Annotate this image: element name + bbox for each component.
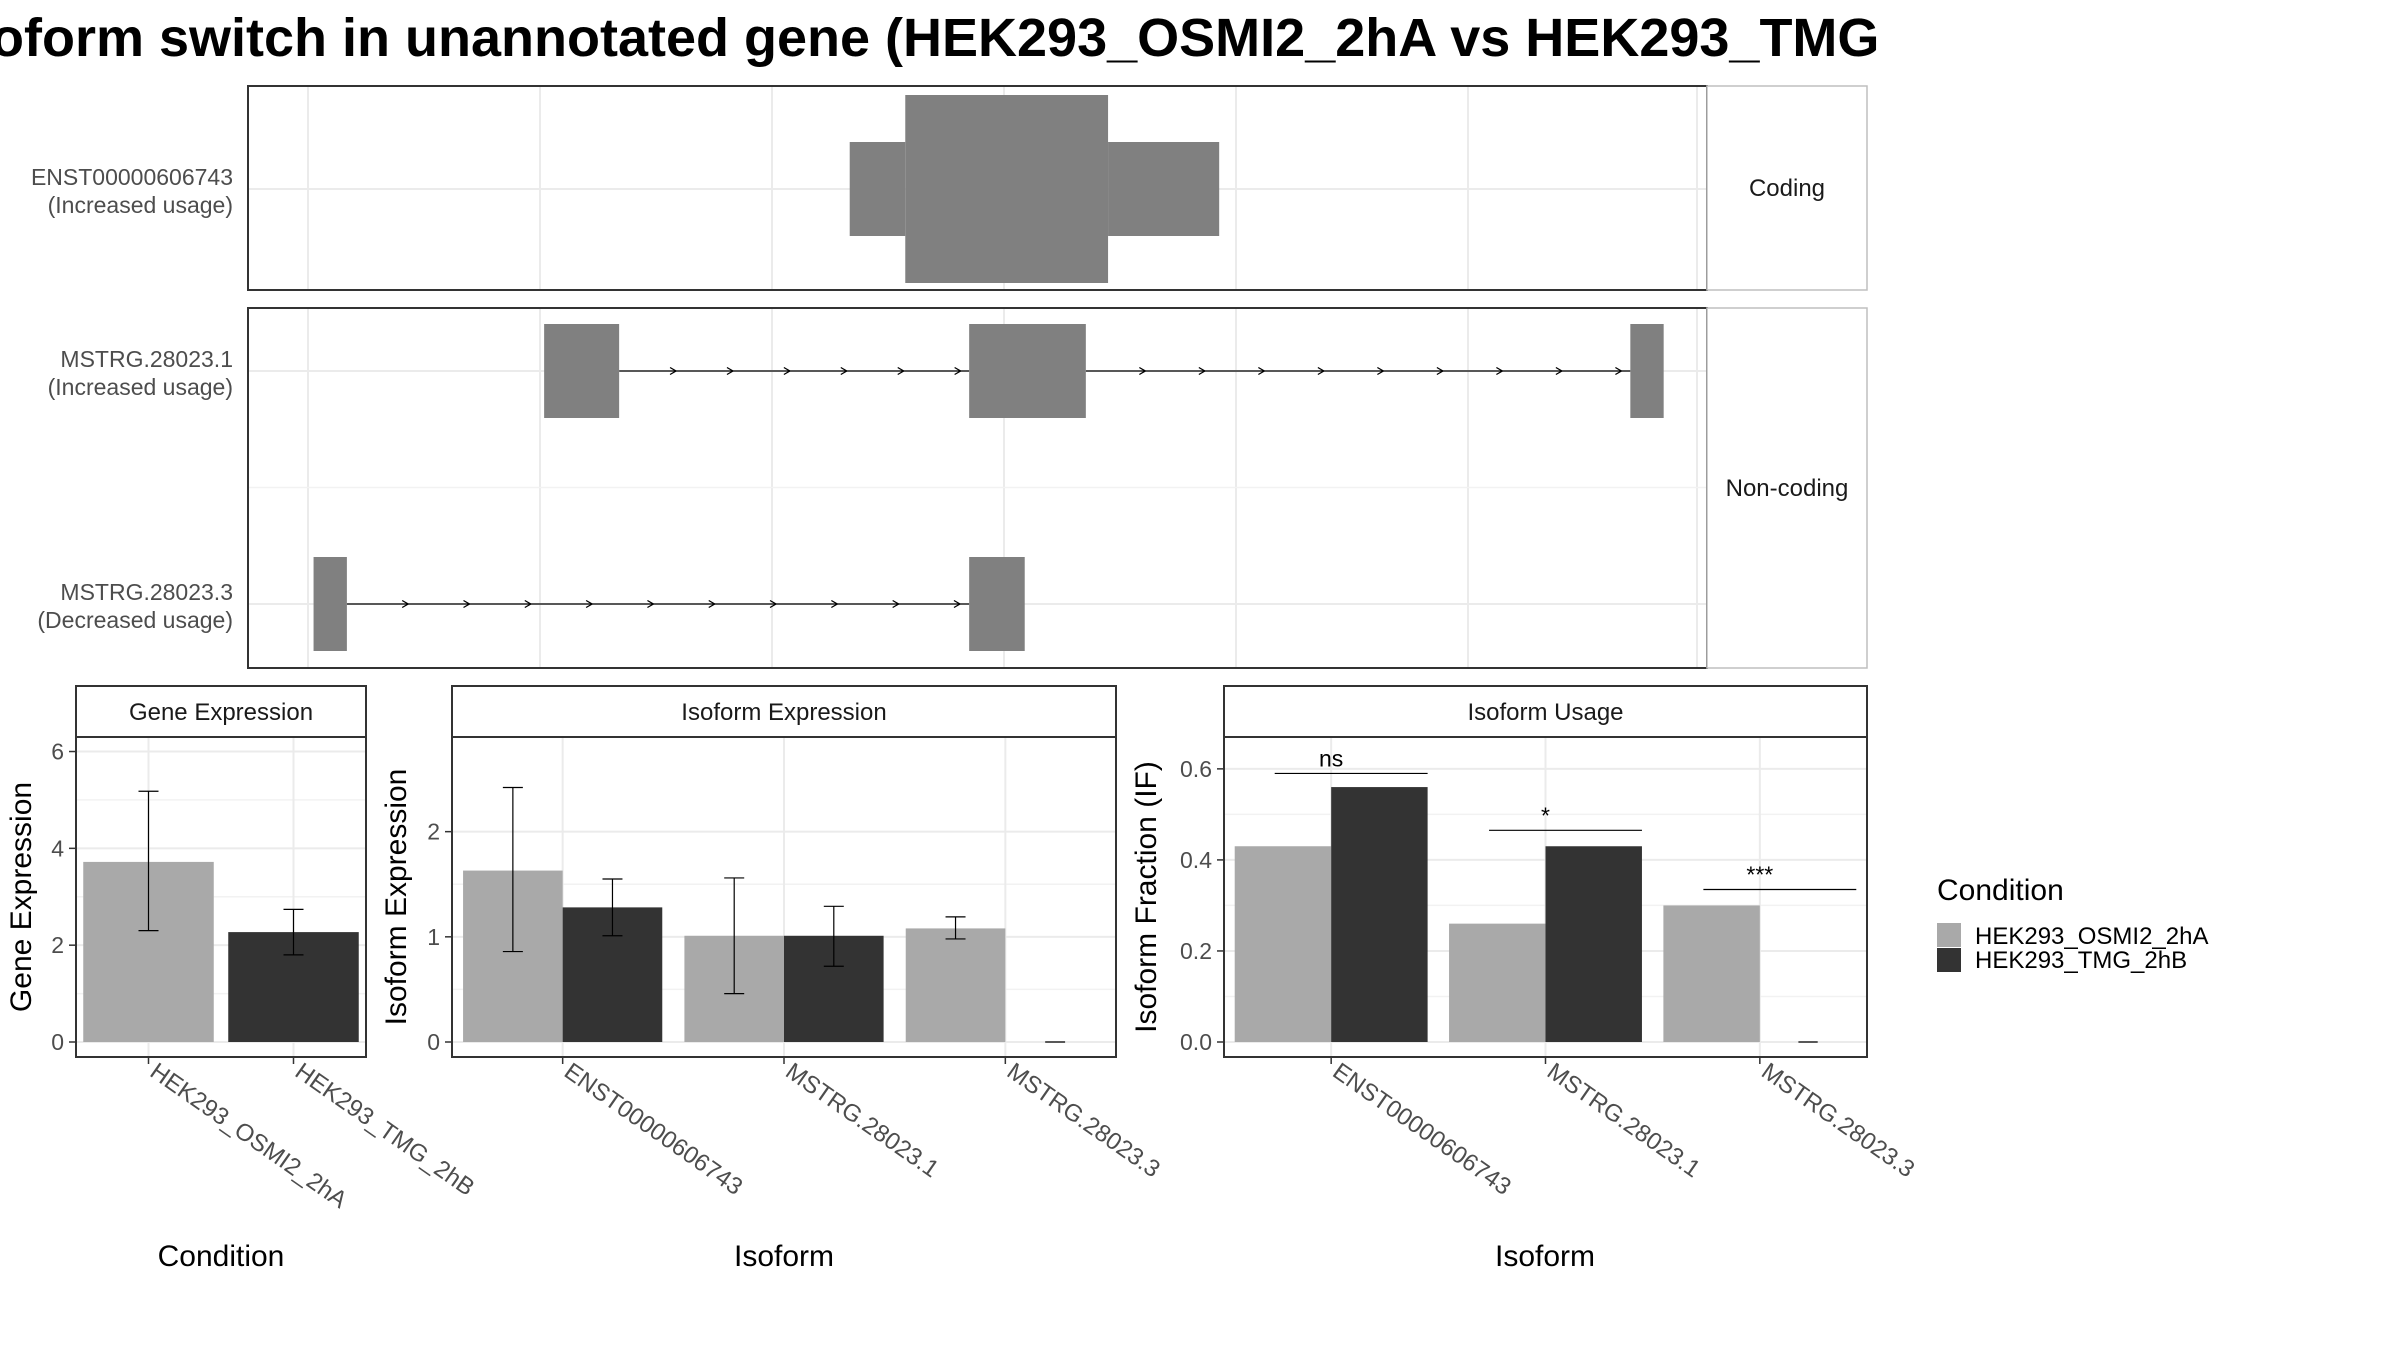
intron-arrow [647, 599, 655, 609]
intron-arrow [401, 599, 410, 609]
legend-key-tmg [1937, 948, 1961, 972]
intron-arrow [1198, 366, 1207, 376]
intron-arrow [769, 599, 778, 609]
intron-arrow [1317, 366, 1326, 376]
strip-label: Gene Expression [129, 699, 313, 726]
structure-panel-non-coding: MSTRG.28023.1(Increased usage)MSTRG.2802… [37, 307, 1868, 669]
strip-label: Non-coding [1726, 475, 1849, 502]
utr-block [1108, 142, 1220, 236]
legend: Condition HEK293_OSMI2_2hA HEK293_TMG_2h… [1937, 874, 2208, 974]
x-tick-label: MSTRG.28023.3 [1756, 1058, 1919, 1183]
intron-arrow [1555, 366, 1564, 376]
y-tick-label: 4 [51, 835, 64, 861]
utr-block [849, 142, 906, 236]
bar-panel-gene-expression: Gene Expression0246HEK293_OSMI2_2hAHEK29… [5, 685, 479, 1273]
intron-arrow [954, 366, 962, 376]
plot-title: oform switch in unannotated gene (HEK293… [0, 8, 1879, 68]
x-tick-label: MSTRG.28023.3 [1002, 1058, 1165, 1183]
isoform-usage-label: (Increased usage) [48, 192, 233, 218]
y-tick-label: 2 [427, 819, 440, 845]
exon-block [544, 324, 620, 418]
isoform-id-label: ENST00000606743 [31, 164, 233, 190]
bar-panel-isoform-usage: ns****Isoform Usage0.00.20.40.6ENST00000… [1130, 685, 1919, 1273]
intron-arrow [669, 366, 678, 376]
bar [1449, 923, 1546, 1042]
intron-arrow [831, 599, 839, 609]
intron-arrow [463, 599, 471, 609]
bar [1234, 846, 1332, 1042]
bar [1331, 787, 1428, 1042]
x-tick-label: MSTRG.28023.1 [781, 1058, 944, 1183]
isoform-id-label: MSTRG.28023.1 [60, 346, 233, 372]
x-tick-label: ENST00000606743 [1328, 1058, 1516, 1201]
significance-label: * [1541, 802, 1550, 828]
strip-label: Isoform Expression [681, 699, 886, 726]
y-axis-title: Gene Expression [5, 782, 38, 1012]
cds-block [905, 95, 1109, 283]
strip-background [1706, 307, 1868, 669]
intron-arrow [892, 599, 900, 609]
intron-arrow [1496, 366, 1504, 376]
legend-label-osmi: HEK293_OSMI2_2hA [1975, 923, 2208, 950]
bar [1663, 905, 1760, 1042]
strip-background [1706, 85, 1868, 291]
strip-label: Coding [1749, 175, 1825, 202]
x-tick-label: ENST00000606743 [559, 1058, 747, 1201]
significance-label: ns [1319, 745, 1343, 771]
structure-panel-coding: ENST00000606743(Increased usage) Coding [31, 85, 1868, 291]
exon-block [313, 557, 347, 651]
y-axis-title: Isoform Expression [380, 769, 413, 1026]
y-tick-label: 2 [51, 932, 64, 958]
strip-background [75, 685, 367, 738]
isoform-usage-label: (Decreased usage) [37, 607, 233, 633]
strip-background [451, 685, 1117, 738]
intron-arrow [1615, 366, 1623, 376]
x-tick-label: MSTRG.28023.1 [1542, 1058, 1705, 1183]
y-tick-label: 0 [427, 1029, 440, 1055]
exon-block [969, 557, 1025, 651]
legend-label-tmg: HEK293_TMG_2hB [1975, 947, 2187, 974]
intron-arrow [1377, 366, 1385, 376]
gene-structure-panels: ENST00000606743(Increased usage)CodingMS… [31, 85, 1868, 669]
intron-arrow [1436, 366, 1445, 376]
isoform-track: MSTRG.28023.1(Increased usage) [48, 324, 1664, 418]
bar-chart-panels: Gene Expression0246HEK293_OSMI2_2hAHEK29… [5, 685, 1919, 1273]
y-tick-label: 6 [51, 739, 64, 765]
intron-arrow [1139, 366, 1147, 376]
legend-title: Condition [1937, 874, 2064, 907]
isoform-track: ENST00000606743(Increased usage) [31, 95, 1220, 283]
y-tick-label: 0.4 [1180, 847, 1212, 873]
isoform-track: MSTRG.28023.3(Decreased usage) [37, 557, 1025, 651]
y-axis-title: Isoform Fraction (IF) [1130, 761, 1163, 1033]
legend-key-osmi [1937, 923, 1961, 947]
isoform-usage-label: (Increased usage) [48, 374, 233, 400]
isoform-id-label: MSTRG.28023.3 [60, 579, 233, 605]
y-tick-label: 1 [427, 924, 440, 950]
intron-arrow [585, 599, 594, 609]
y-tick-label: 0.6 [1180, 756, 1212, 782]
intron-arrow [953, 599, 962, 609]
x-axis-title: Condition [158, 1240, 285, 1273]
strip-label: Isoform Usage [1467, 699, 1623, 726]
intron-arrow [726, 366, 735, 376]
intron-arrow [783, 366, 792, 376]
significance-label: *** [1746, 862, 1773, 888]
bar-panel-isoform-expression: Isoform Expression 0 1 2 ENST00000606743 MSTR… [380, 685, 1165, 1273]
exon-block [1630, 324, 1664, 418]
intron-arrow [1258, 366, 1266, 376]
x-axis-title: Isoform [1495, 1240, 1595, 1273]
strip-background [1223, 685, 1868, 738]
bar [905, 928, 1006, 1042]
x-axis-title: Isoform [734, 1240, 834, 1273]
bar [1545, 846, 1642, 1042]
y-tick-label: 0.0 [1180, 1029, 1212, 1055]
y-tick-label: 0 [51, 1029, 64, 1055]
y-tick-label: 0.2 [1180, 938, 1212, 964]
intron-arrow [524, 599, 533, 609]
intron-arrow [897, 366, 906, 376]
intron-arrow [708, 599, 717, 609]
exon-block [969, 324, 1086, 418]
intron-arrow [840, 366, 849, 376]
